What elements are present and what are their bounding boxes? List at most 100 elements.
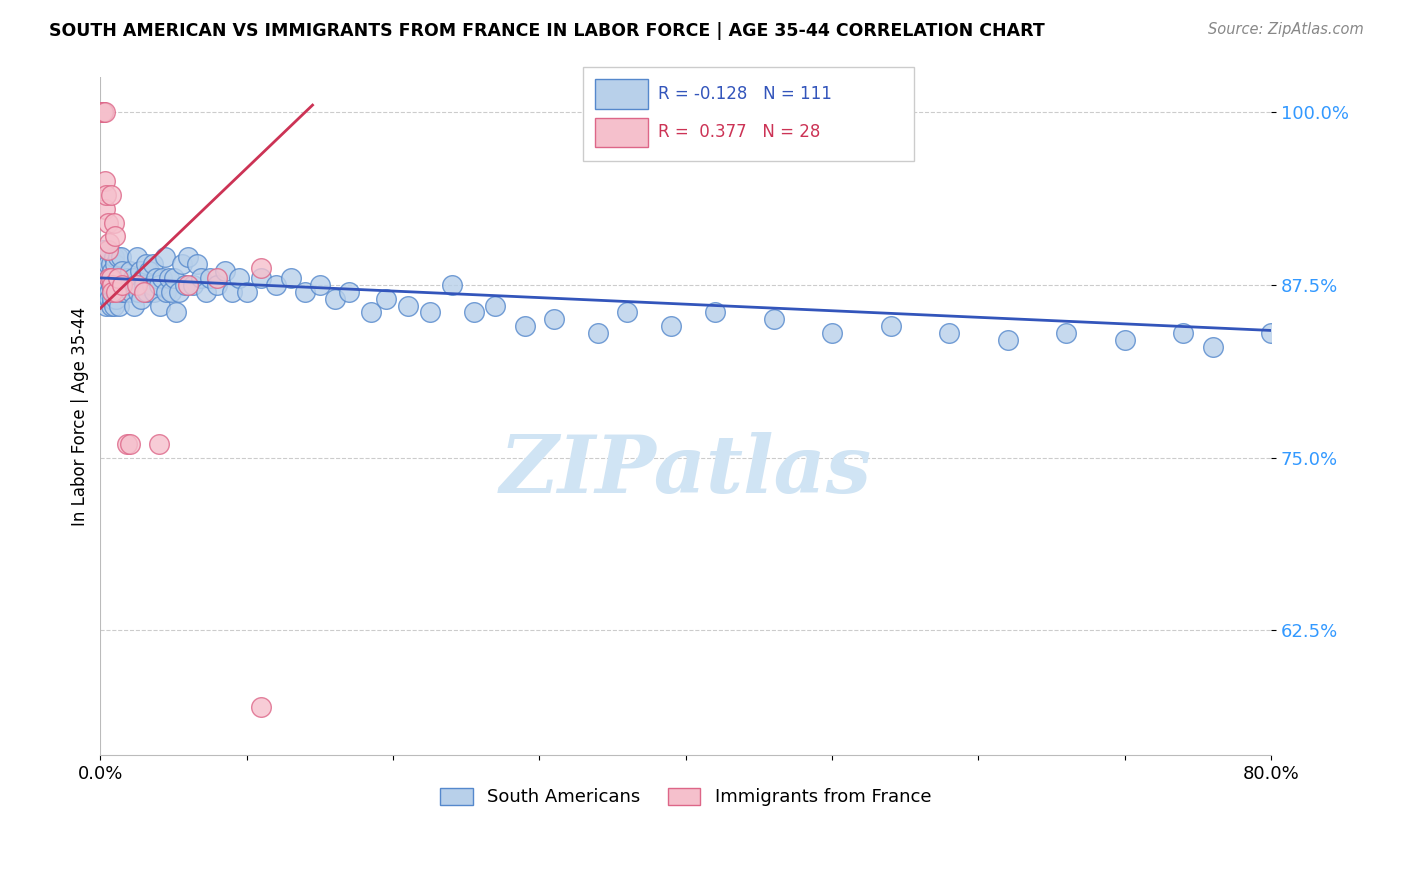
Point xyxy=(98,292,121,306)
Point xyxy=(124,277,146,292)
Point xyxy=(101,292,124,306)
Point xyxy=(90,285,112,299)
Point xyxy=(264,277,287,292)
Point xyxy=(704,305,727,319)
Point xyxy=(127,285,149,299)
Point xyxy=(1114,333,1136,347)
Point xyxy=(101,285,124,299)
Point xyxy=(107,271,129,285)
Point xyxy=(162,271,184,285)
Point xyxy=(96,277,118,292)
Point xyxy=(396,299,419,313)
Point xyxy=(97,216,120,230)
Point xyxy=(90,105,112,120)
Point xyxy=(108,285,131,299)
Point xyxy=(177,277,200,292)
Point xyxy=(91,105,114,120)
Point xyxy=(136,285,159,299)
Point xyxy=(97,277,120,292)
Point xyxy=(132,271,155,285)
Point xyxy=(101,277,124,292)
Point xyxy=(186,257,208,271)
Point xyxy=(93,105,115,120)
Point xyxy=(96,264,118,278)
Point xyxy=(118,264,141,278)
Point xyxy=(174,277,197,292)
Point xyxy=(1054,326,1077,341)
Point xyxy=(115,271,138,285)
Point xyxy=(150,271,173,285)
Point xyxy=(419,305,441,319)
Point xyxy=(280,271,302,285)
Point xyxy=(91,292,114,306)
Point xyxy=(111,277,134,292)
Point xyxy=(105,285,128,299)
Point xyxy=(159,285,181,299)
Point xyxy=(120,285,142,299)
Point xyxy=(91,244,114,258)
Point xyxy=(165,305,187,319)
Point xyxy=(762,312,785,326)
Point xyxy=(616,305,638,319)
Point xyxy=(98,236,121,251)
Point xyxy=(100,257,122,271)
Point xyxy=(101,264,124,278)
Point xyxy=(96,299,118,313)
Point xyxy=(121,271,143,285)
Point xyxy=(111,285,134,299)
Point xyxy=(250,261,273,276)
Point xyxy=(337,285,360,299)
Point xyxy=(134,285,156,299)
Point xyxy=(360,305,382,319)
Point xyxy=(112,277,135,292)
Point xyxy=(155,285,177,299)
Point xyxy=(103,250,125,264)
Point xyxy=(221,285,243,299)
Point xyxy=(309,277,332,292)
Point xyxy=(194,285,217,299)
Point xyxy=(115,437,138,451)
Point xyxy=(108,299,131,313)
Point xyxy=(543,312,565,326)
Point xyxy=(101,285,124,299)
Point xyxy=(104,277,127,292)
Point xyxy=(586,326,609,341)
Point xyxy=(105,292,128,306)
Point xyxy=(143,285,166,299)
Text: ZIPatlas: ZIPatlas xyxy=(499,432,872,509)
Point xyxy=(97,244,120,258)
Point xyxy=(103,271,125,285)
Point xyxy=(91,105,114,120)
Point xyxy=(97,244,120,258)
Point xyxy=(103,216,125,230)
Point xyxy=(153,250,176,264)
Point xyxy=(190,271,212,285)
Point xyxy=(821,326,844,341)
Point xyxy=(145,271,167,285)
Point xyxy=(177,250,200,264)
Point xyxy=(374,292,396,306)
Point xyxy=(250,271,273,285)
Point xyxy=(142,257,165,271)
Point xyxy=(104,257,127,271)
Point xyxy=(169,285,191,299)
Point xyxy=(172,257,194,271)
Point xyxy=(125,250,148,264)
Point xyxy=(118,437,141,451)
Point xyxy=(98,271,121,285)
Point xyxy=(148,277,170,292)
Point xyxy=(100,188,122,202)
Point xyxy=(228,271,250,285)
Point xyxy=(157,271,180,285)
Point xyxy=(117,277,139,292)
Legend: South Americans, Immigrants from France: South Americans, Immigrants from France xyxy=(433,780,938,814)
Point xyxy=(198,271,221,285)
Point xyxy=(235,285,257,299)
Point xyxy=(100,271,122,285)
Point xyxy=(214,264,236,278)
Point xyxy=(105,271,128,285)
Point xyxy=(484,299,506,313)
Point xyxy=(98,271,121,285)
Point xyxy=(131,292,153,306)
Point xyxy=(107,277,129,292)
